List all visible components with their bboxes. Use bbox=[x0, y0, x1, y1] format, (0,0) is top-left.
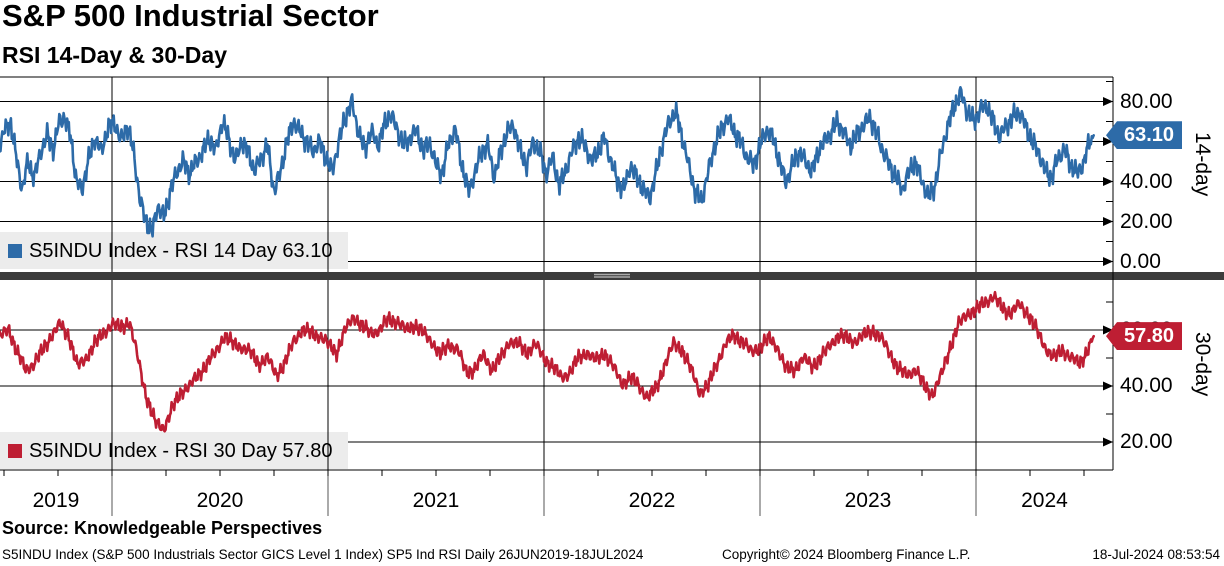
footnote-timestamp: 18-Jul-2024 08:53:54 bbox=[1092, 547, 1220, 562]
legend-background bbox=[0, 432, 348, 469]
axis-arrow-tick-icon bbox=[1103, 325, 1113, 335]
axis-arrow-tick-icon bbox=[1103, 97, 1113, 106]
footnote-copyright: Copyright© 2024 Bloomberg Finance L.P. bbox=[722, 547, 971, 562]
axis-arrow-tick-icon bbox=[1103, 381, 1113, 391]
page-subtitle: RSI 14-Day & 30-Day bbox=[2, 42, 227, 68]
axis-arrow-tick-icon bbox=[1103, 217, 1113, 226]
page-title: S&P 500 Industrial Sector bbox=[2, 0, 379, 33]
source-line: Source: Knowledgeable Perspectives bbox=[2, 518, 323, 538]
legend-background bbox=[0, 232, 348, 269]
footnote-index-description: S5INDU Index (S&P 500 Industrials Sector… bbox=[2, 547, 644, 562]
axis-arrow-tick-icon bbox=[1103, 137, 1113, 146]
panel-splitter[interactable] bbox=[0, 272, 1224, 280]
axis-arrow-tick-icon bbox=[1103, 257, 1113, 266]
axis-arrow-tick-icon bbox=[1103, 437, 1113, 447]
series-rsi30 bbox=[0, 290, 1095, 433]
axis-arrow-tick-icon bbox=[1103, 177, 1113, 186]
series-rsi14 bbox=[0, 86, 1095, 238]
